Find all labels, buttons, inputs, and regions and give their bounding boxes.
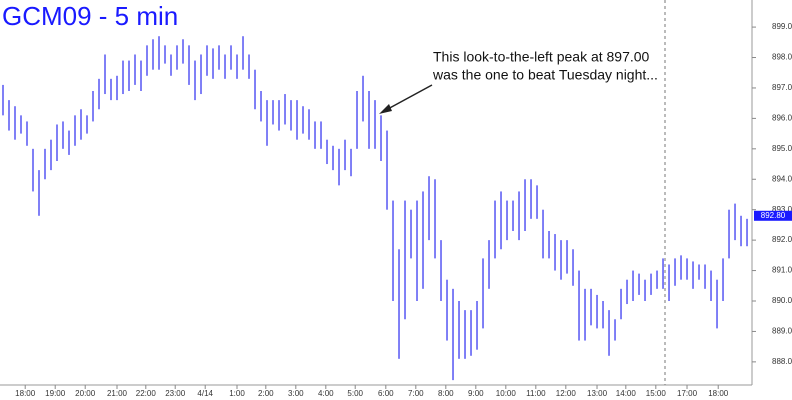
y-tick-label: 888.00	[772, 357, 792, 366]
x-tick-label: 6:00	[378, 389, 394, 398]
x-tick-label: 2:00	[258, 389, 274, 398]
last-price-box	[754, 210, 792, 221]
x-tick-label: 17:00	[677, 389, 698, 398]
y-tick-label: 896.00	[772, 114, 792, 123]
x-tick-label: 22:00	[136, 389, 157, 398]
x-tick-label: 5:00	[347, 389, 363, 398]
x-tick-label: 18:00	[15, 389, 36, 398]
x-tick-label: 15:00	[646, 389, 667, 398]
x-tick-label: 4:00	[318, 389, 334, 398]
x-tick-label: 4/14	[197, 389, 213, 398]
x-tick-label: 10:00	[496, 389, 517, 398]
x-tick-label: 11:00	[526, 389, 546, 398]
x-tick-label: 13:00	[587, 389, 608, 398]
y-tick-label: 891.00	[772, 266, 792, 275]
y-tick-label: 895.00	[772, 144, 792, 153]
x-tick-label: 8:00	[438, 389, 454, 398]
x-tick-label: 18:00	[708, 389, 729, 398]
x-tick-label: 21:00	[107, 389, 128, 398]
y-tick-label: 899.00	[772, 22, 792, 31]
annotation: was the one to beat Tuesday night...	[432, 67, 658, 83]
last-price-label: 892.80	[761, 211, 786, 220]
arrow-head	[379, 104, 392, 114]
x-tick-label: 1:00	[229, 389, 245, 398]
x-tick-label: 19:00	[45, 389, 66, 398]
x-tick-label: 9:00	[468, 389, 484, 398]
x-tick-label: 23:00	[165, 389, 186, 398]
y-tick-label: 889.00	[772, 327, 792, 336]
y-tick-label: 898.00	[772, 53, 792, 62]
chart-title: GCM09 - 5 min	[2, 1, 178, 31]
y-tick-label: 897.00	[772, 83, 792, 92]
annotation-arrow	[385, 84, 433, 111]
y-tick-label: 894.00	[772, 174, 792, 183]
x-tick-label: 3:00	[288, 389, 304, 398]
x-tick-label: 14:00	[616, 389, 637, 398]
x-tick-label: 7:00	[408, 389, 424, 398]
x-tick-label: 20:00	[75, 389, 96, 398]
annotation: This look-to-the-left peak at 897.00	[433, 49, 650, 65]
y-tick-label: 890.00	[772, 296, 792, 305]
y-tick-label: 892.00	[772, 235, 792, 244]
x-tick-label: 12:00	[556, 389, 577, 398]
y-tick-label: 893.00	[772, 205, 792, 214]
